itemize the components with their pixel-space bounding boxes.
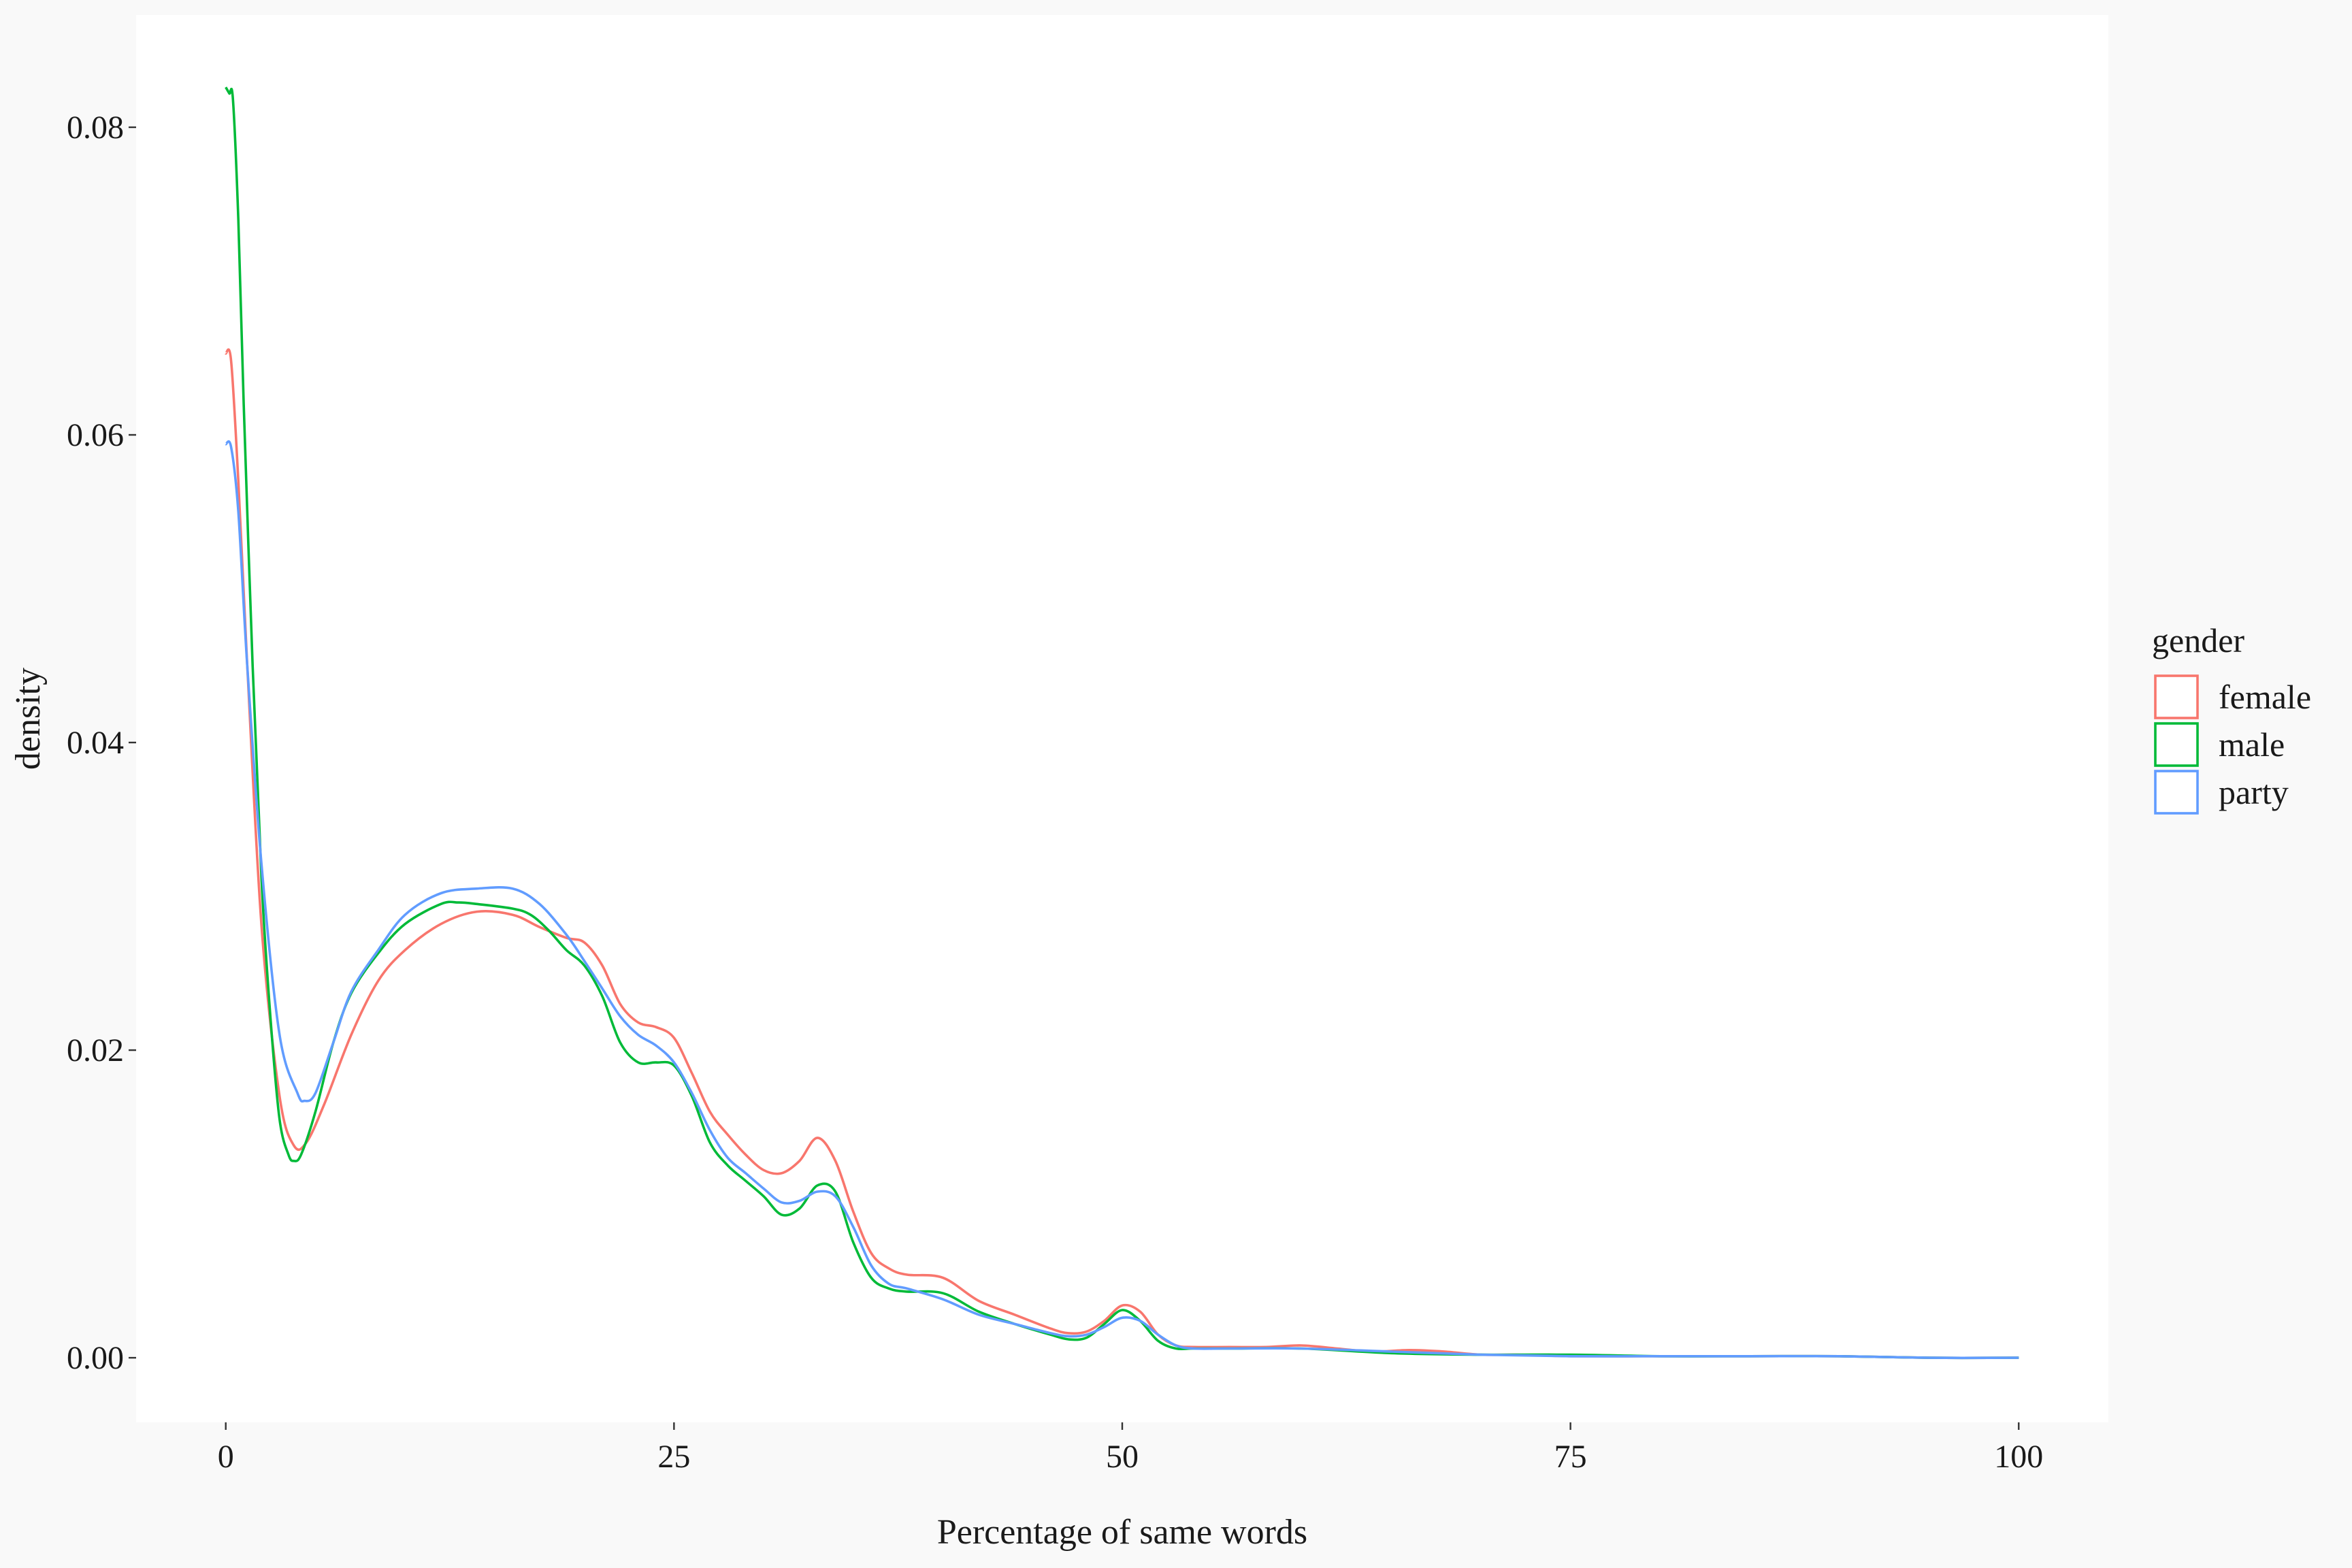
legend-key-male: [2154, 722, 2199, 767]
y-axis: 0.00 0.02 0.04 0.06 0.08: [67, 110, 136, 1376]
plot-panel: [136, 15, 2108, 1422]
x-tick-label: 50: [1106, 1439, 1139, 1475]
legend-key-party: [2154, 770, 2199, 815]
x-tick-label: 0: [218, 1439, 234, 1475]
series-layer: [224, 86, 2019, 1360]
y-tick-label: 0.02: [67, 1032, 124, 1068]
legend: gender female male party: [2152, 621, 2311, 815]
y-tick-label: 0.04: [67, 725, 124, 761]
x-tick-label: 75: [1554, 1439, 1587, 1475]
legend-label-female: female: [2219, 678, 2311, 716]
y-axis-title: density: [9, 668, 48, 770]
x-axis: 0 25 50 75 100: [218, 1422, 2043, 1475]
series-line-female: [224, 348, 2019, 1360]
legend-title: gender: [2152, 621, 2244, 659]
x-tick-label: 100: [1994, 1439, 2043, 1475]
x-axis-title: Percentage of same words: [937, 1513, 1307, 1552]
series-line-party: [224, 440, 2019, 1360]
legend-label-male: male: [2219, 725, 2285, 764]
y-tick-label: 0.06: [67, 417, 124, 453]
legend-key-female: [2154, 674, 2199, 719]
legend-label-party: party: [2219, 773, 2289, 811]
x-tick-label: 25: [657, 1439, 690, 1475]
y-tick-label: 0.00: [67, 1340, 124, 1376]
y-tick-label: 0.08: [67, 110, 124, 146]
